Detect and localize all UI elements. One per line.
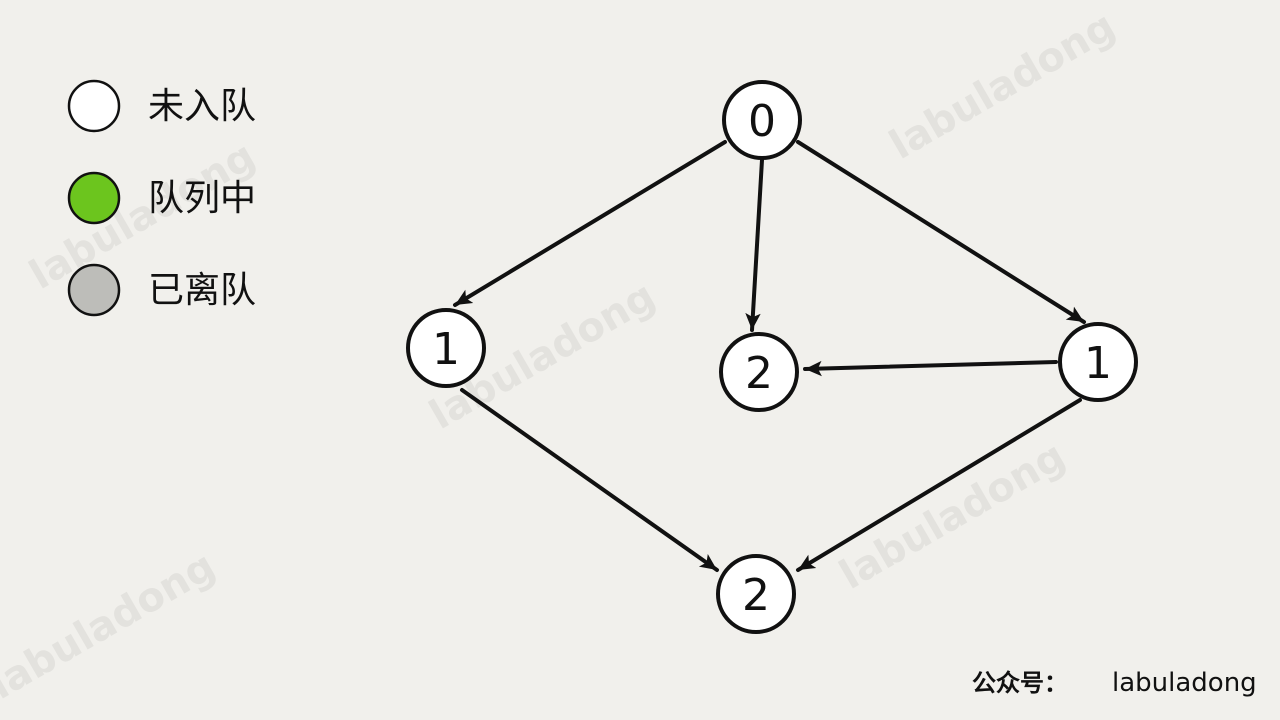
graph-node-bottom: 2 [718, 556, 794, 632]
edge-top-to-right [798, 142, 1084, 322]
node-label: 2 [745, 348, 773, 399]
legend: 未入队 队列中 已离队 [69, 81, 256, 315]
legend-label: 已离队 [148, 270, 256, 311]
graph-node-left: 1 [408, 310, 484, 386]
graph-node-right: 1 [1060, 324, 1136, 400]
legend-swatch [69, 173, 119, 223]
node-label: 1 [1084, 338, 1112, 389]
legend-item-not-enqueued: 未入队 [69, 81, 256, 131]
graph-node-center: 2 [721, 334, 797, 410]
edge-top-to-center [752, 160, 762, 330]
footer-credit: 公众号： labuladong [972, 668, 1257, 698]
watermark-text: labuladong [0, 543, 223, 709]
footer-prefix: 公众号： [972, 668, 1068, 697]
legend-item-dequeued: 已离队 [69, 265, 256, 315]
legend-item-in-queue: 队列中 [69, 173, 256, 223]
node-label: 0 [748, 96, 776, 147]
legend-label: 队列中 [148, 178, 256, 219]
edge-left-to-bottom [462, 390, 717, 570]
edge-top-to-left [455, 142, 725, 305]
legend-swatch [69, 265, 119, 315]
edge-right-to-center [805, 362, 1056, 369]
legend-label: 未入队 [148, 86, 256, 127]
legend-swatch [69, 81, 119, 131]
graph-node-top: 0 [724, 82, 800, 158]
footer-handle: labuladong [1112, 668, 1257, 698]
node-label: 2 [742, 570, 770, 621]
watermark-text: labuladong [882, 3, 1123, 169]
watermark-text: labuladong [832, 433, 1073, 599]
node-label: 1 [432, 324, 460, 375]
